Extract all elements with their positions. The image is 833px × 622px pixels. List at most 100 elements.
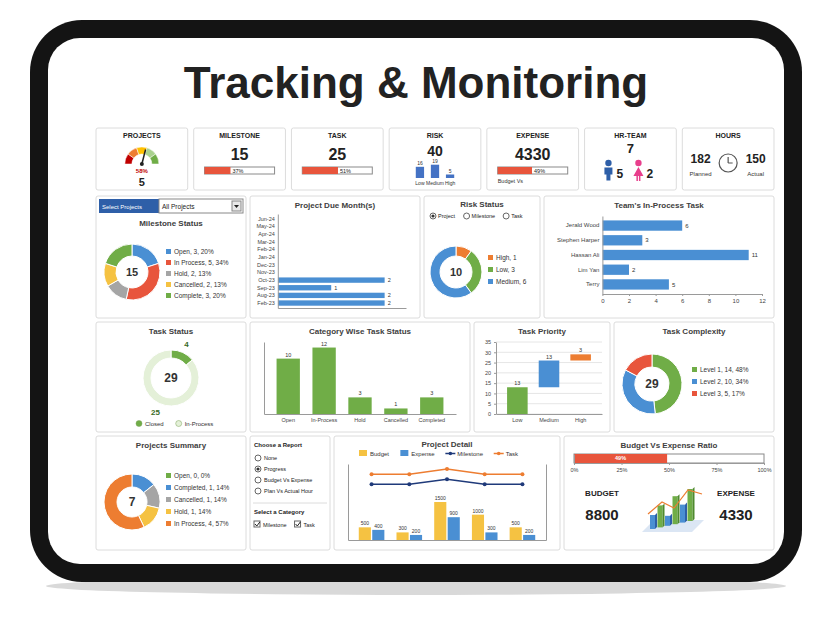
- data-label: Low, 3: [496, 266, 515, 273]
- decor-line: [648, 490, 702, 514]
- panel-milestone: Select ProjectsAll ProjectsMilestone Sta…: [96, 196, 246, 318]
- tick-label: Nov-23: [257, 269, 275, 275]
- tick-label: Jan-24: [258, 254, 275, 260]
- data-label: 3: [358, 390, 361, 396]
- radio: [255, 477, 261, 483]
- kpi-title: RISK: [427, 132, 444, 139]
- risk-option[interactable]: Project: [430, 213, 456, 219]
- y-axis: [264, 343, 265, 415]
- tick-label: 25%: [616, 467, 627, 473]
- budget-label: BUDGET: [585, 489, 619, 498]
- female-icon: [633, 167, 643, 181]
- bar: [539, 361, 560, 388]
- axis-line: [264, 343, 265, 415]
- slices: [622, 354, 682, 414]
- x-axis: 0%25%50%75%100%: [571, 463, 772, 473]
- tick-label: High: [575, 417, 586, 423]
- data-label: 12: [321, 341, 327, 347]
- kpi-title: HOURS: [716, 132, 742, 139]
- panel-bg: [250, 436, 330, 550]
- mini-label: Low: [415, 180, 425, 186]
- decor-bar-side: [685, 503, 687, 523]
- legend-item: In-Process: [176, 421, 214, 428]
- axis-line: [278, 308, 406, 309]
- bar: [510, 527, 522, 540]
- tick-mark: [682, 294, 683, 296]
- kpi-title: EXPENSE: [516, 132, 549, 139]
- tick-label: Low: [512, 417, 522, 423]
- decor-bar-side: [655, 513, 657, 529]
- data-label: High, 1: [496, 254, 517, 262]
- radio: [255, 455, 261, 461]
- category-option[interactable]: Milestone: [254, 521, 287, 528]
- report-option[interactable]: None: [255, 455, 277, 461]
- data-label: 2: [388, 277, 391, 283]
- male-icon: [605, 160, 611, 166]
- panel-bg: [194, 128, 286, 190]
- bar: [602, 265, 629, 275]
- axis-line: [603, 294, 763, 295]
- tick: Stephen Harper: [557, 237, 602, 243]
- bar: [372, 530, 384, 540]
- legend-key: [176, 421, 182, 427]
- data-label: 1500: [435, 495, 446, 501]
- tick: 25%: [616, 463, 627, 473]
- risk-option[interactable]: Task: [503, 213, 523, 219]
- expense-value: 4330: [719, 506, 752, 523]
- checkmark: [255, 522, 260, 526]
- report-option[interactable]: Plan Vs Actual Hour: [255, 488, 313, 494]
- tick: 0: [488, 411, 496, 417]
- gauge-label: 58%: [136, 168, 149, 174]
- slice: [132, 244, 159, 267]
- panel-priority: Task Priority13133LowMediumHigh051015202…: [474, 322, 610, 432]
- checkbox: [254, 521, 260, 527]
- data-label: 3: [645, 237, 649, 243]
- data-label: Level 2, 10, 34%: [700, 378, 749, 385]
- decor-bar: [673, 496, 678, 524]
- decor-bar: [665, 516, 670, 526]
- project-select[interactable]: Select ProjectsAll Projects: [99, 199, 243, 213]
- label-key: [166, 293, 171, 298]
- panel-bg: [614, 322, 774, 432]
- select-button: [232, 201, 241, 211]
- category-option[interactable]: Task: [295, 521, 316, 528]
- panel-project-detail: Project Detail50030015001000500400200900…: [334, 436, 560, 550]
- tick-label: Hold: [354, 417, 365, 423]
- tick-label: 5: [488, 401, 491, 407]
- slices: [104, 474, 160, 530]
- bar: [507, 387, 528, 414]
- progress-track: [205, 167, 275, 174]
- radio-dot: [431, 214, 434, 217]
- radio: [464, 213, 470, 219]
- label-key: [166, 249, 171, 254]
- data-label: 13: [514, 380, 520, 386]
- chart-title: Team's In-Process Task: [614, 201, 704, 210]
- bar: [359, 527, 371, 540]
- tick-label: Medium: [539, 417, 559, 423]
- progress-bar: [302, 167, 338, 174]
- report-option[interactable]: Budget Vs Expense: [255, 477, 312, 483]
- bar: [278, 277, 385, 282]
- legend-key: [449, 452, 453, 456]
- kpi-card: HR-TEAM752: [585, 128, 677, 190]
- radio: [430, 213, 436, 219]
- tick-mark: [494, 393, 496, 394]
- tick: 30: [485, 350, 496, 356]
- data-label: 1: [394, 401, 397, 407]
- plot-marks: [359, 467, 535, 540]
- panel-bg: [487, 128, 579, 190]
- risk-option[interactable]: Milestone: [464, 213, 496, 219]
- legend-label: Budget: [370, 451, 389, 457]
- decor-bar: [688, 489, 693, 521]
- data-label: 13: [546, 354, 552, 360]
- mini-bar: [416, 167, 424, 178]
- report-option[interactable]: Progress: [255, 466, 286, 472]
- bar: [278, 285, 331, 290]
- marker: [445, 477, 449, 481]
- donut-total: 29: [645, 377, 659, 391]
- label-key: [166, 260, 171, 265]
- data-label: Medium, 6: [496, 278, 527, 285]
- data-label: 1: [334, 285, 337, 291]
- kpi-card: RISK4016Low19Medium5High: [389, 128, 481, 190]
- tick-label: Sep-23: [257, 285, 275, 291]
